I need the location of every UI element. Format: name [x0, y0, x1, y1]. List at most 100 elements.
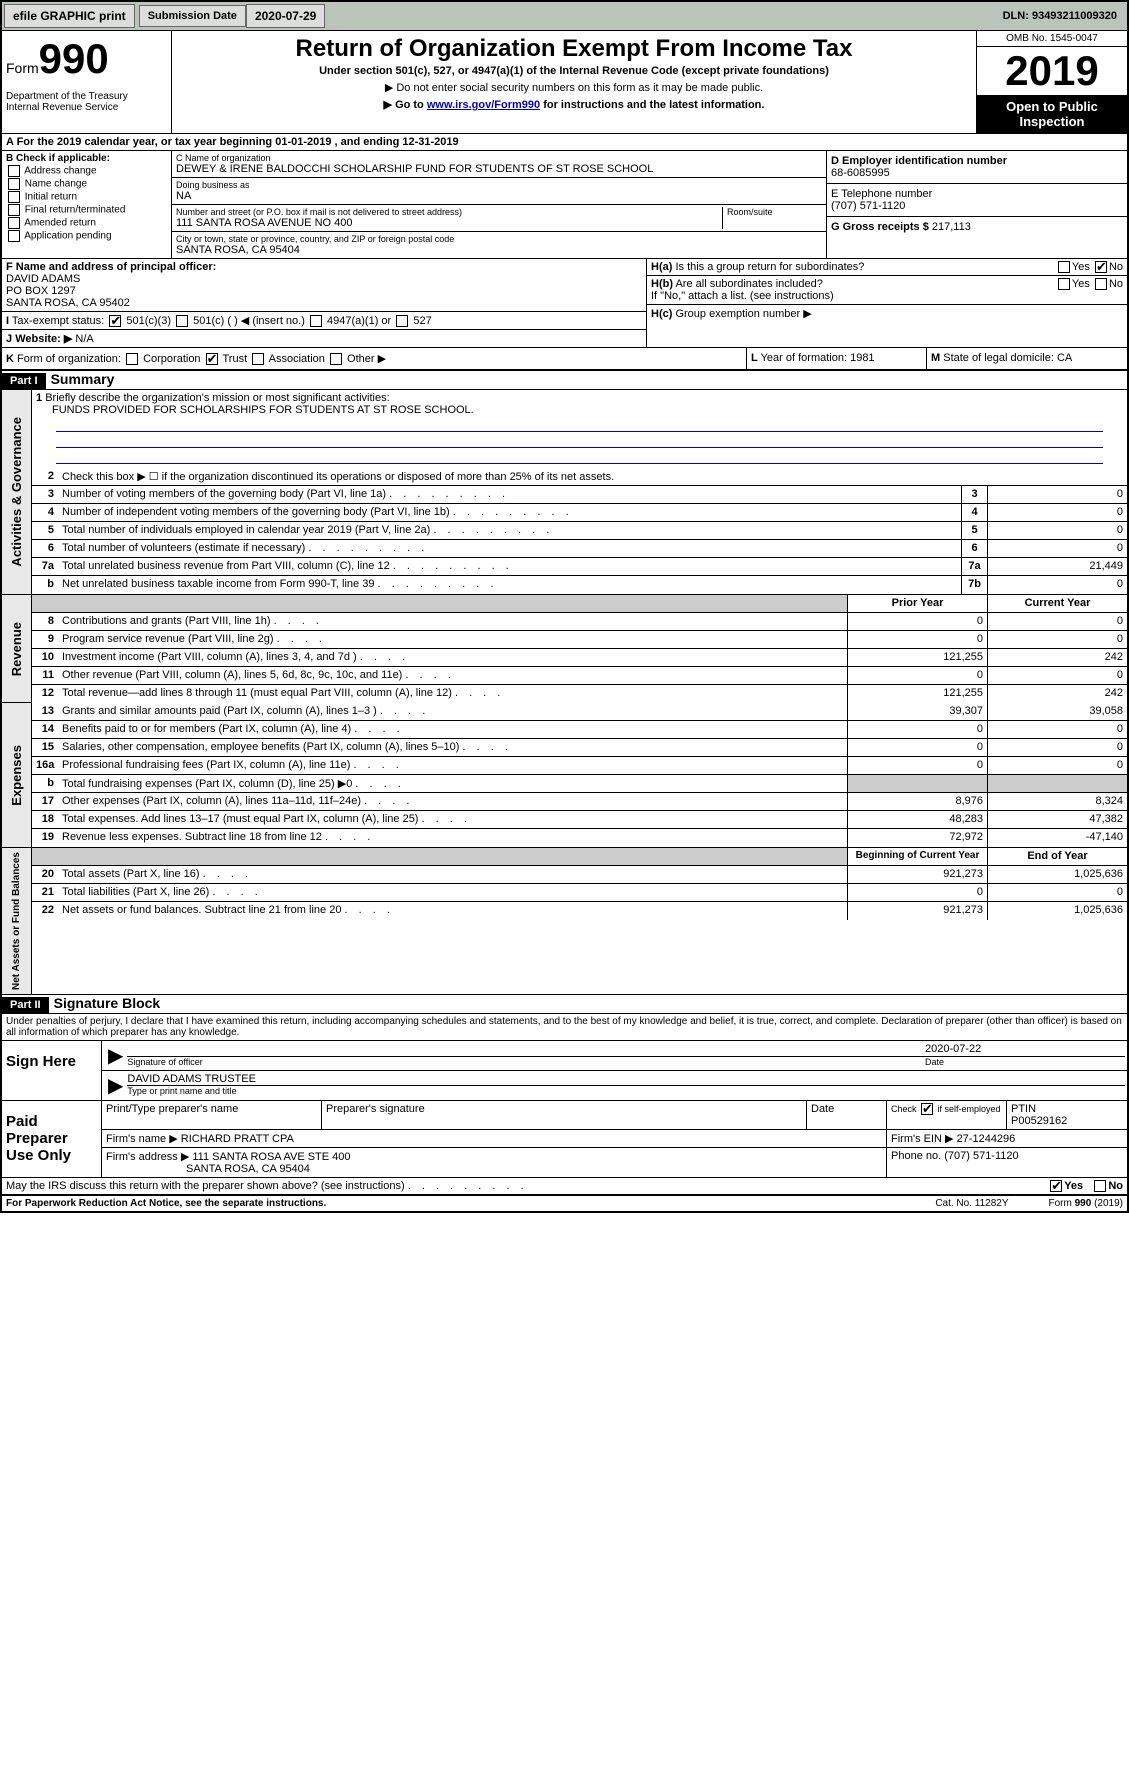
cb-501c3[interactable]: [109, 315, 121, 327]
paperwork-notice: For Paperwork Reduction Act Notice, see …: [6, 1198, 326, 1209]
ptin-label: PTIN: [1011, 1103, 1036, 1115]
cb-other[interactable]: [330, 353, 342, 365]
part1-title: Summary: [49, 369, 117, 389]
part2-header: Part II: [2, 997, 49, 1013]
ein-label: D Employer identification number: [831, 155, 1007, 167]
gross-label: G Gross receipts $: [831, 221, 929, 233]
line-15: 15 Salaries, other compensation, employe…: [32, 739, 1127, 757]
city-value: SANTA ROSA, CA 95404: [176, 244, 822, 256]
line-19: 19 Revenue less expenses. Subtract line …: [32, 829, 1127, 847]
form-footer: Form 990 (2019): [1049, 1198, 1123, 1209]
sign-here-label: Sign Here: [2, 1041, 102, 1100]
box-i: I Tax-exempt status: 501(c)(3) 501(c) ( …: [2, 312, 646, 330]
room-label: Room/suite: [722, 207, 822, 229]
prep-sig-label: Preparer's signature: [322, 1101, 807, 1130]
prep-phone-label: Phone no.: [891, 1150, 941, 1162]
check-self-emp[interactable]: Check if self-employed: [891, 1104, 1001, 1114]
box-hb: H(b) Are all subordinates included? Yes …: [647, 276, 1127, 305]
prior-year-header: Prior Year: [847, 595, 987, 612]
cb-hb-no[interactable]: [1095, 278, 1107, 290]
phone-value: (707) 571-1120: [831, 200, 905, 212]
cb-hb-yes[interactable]: [1058, 278, 1070, 290]
prep-phone: (707) 571-1120: [944, 1150, 1018, 1162]
line-14: 14 Benefits paid to or for members (Part…: [32, 721, 1127, 739]
sig-arrow-icon: ▶: [104, 1043, 127, 1068]
cb-address-change[interactable]: Address change: [6, 165, 167, 177]
open-public-badge: Open to Public Inspection: [977, 95, 1127, 133]
form-subtitle: Under section 501(c), 527, or 4947(a)(1)…: [176, 65, 972, 77]
line2-text: Check this box ▶ ☐ if the organization d…: [58, 468, 1127, 485]
dept-treasury: Department of the Treasury Internal Reve…: [6, 91, 167, 113]
sig-arrow-icon2: ▶: [104, 1073, 127, 1098]
cb-discuss-no[interactable]: [1094, 1180, 1106, 1192]
firm-addr: 111 SANTA ROSA AVE STE 400: [192, 1151, 350, 1163]
ptin-value: P00529162: [1011, 1115, 1067, 1127]
line2-num: 2: [32, 468, 58, 485]
cb-app-pending[interactable]: Application pending: [6, 230, 167, 242]
efile-toolbar: efile GRAPHIC print Submission Date 2020…: [2, 2, 1127, 31]
form-number: Form990: [6, 35, 167, 83]
box-j: J Website: ▶ N/A: [2, 330, 646, 347]
sig-date: 2020-07-22: [925, 1043, 1125, 1057]
line-16a: 16a Professional fundraising fees (Part …: [32, 757, 1127, 775]
line1-text: Briefly describe the organization's miss…: [45, 392, 389, 404]
line-21: 21 Total liabilities (Part X, line 26) .…: [32, 884, 1127, 902]
line-12: 12 Total revenue—add lines 8 through 11 …: [32, 685, 1127, 703]
line-b: b Total fundraising expenses (Part IX, c…: [32, 775, 1127, 793]
tax-year: 2019: [977, 47, 1127, 95]
cb-discuss-yes[interactable]: [1050, 1180, 1062, 1192]
cb-501c[interactable]: [176, 315, 188, 327]
submission-date-label: Submission Date: [139, 5, 246, 27]
firm-city: SANTA ROSA, CA 95404: [106, 1163, 310, 1175]
line-7a: 7a Total unrelated business revenue from…: [32, 558, 1127, 576]
dba-value: NA: [176, 190, 822, 202]
line-3: 3 Number of voting members of the govern…: [32, 486, 1127, 504]
prep-date-label: Date: [807, 1101, 887, 1130]
cb-initial-return[interactable]: Initial return: [6, 191, 167, 203]
cb-ha-yes[interactable]: [1058, 261, 1070, 273]
firm-addr-label: Firm's address ▶: [106, 1151, 189, 1163]
type-name: DAVID ADAMS TRUSTEE: [127, 1073, 1125, 1086]
firm-name: RICHARD PRATT CPA: [181, 1133, 294, 1145]
part1-header: Part I: [2, 373, 46, 389]
addr-value: 111 SANTA ROSA AVENUE NO 400: [176, 217, 722, 229]
cb-assoc[interactable]: [252, 353, 264, 365]
tax-period: A For the 2019 calendar year, or tax yea…: [2, 134, 1127, 151]
box-b-title: B Check if applicable:: [6, 153, 110, 164]
mission-text: FUNDS PROVIDED FOR SCHOLARSHIPS FOR STUD…: [36, 404, 474, 416]
paid-prep-label: Paid Preparer Use Only: [2, 1101, 102, 1177]
line-11: 11 Other revenue (Part VIII, column (A),…: [32, 667, 1127, 685]
rev-label: Revenue: [7, 618, 26, 680]
sig-officer-label: Signature of officer: [127, 1057, 925, 1067]
box-ha: H(a) Is this a group return for subordin…: [647, 259, 1127, 276]
cb-4947[interactable]: [310, 315, 322, 327]
sig-date-label: Date: [925, 1057, 1125, 1067]
part2-title: Signature Block: [52, 993, 163, 1013]
firm-name-label: Firm's name ▶: [106, 1133, 178, 1145]
dba-label: Doing business as: [176, 180, 822, 190]
cat-no: Cat. No. 11282Y: [935, 1198, 1008, 1209]
line-13: 13 Grants and similar amounts paid (Part…: [32, 703, 1127, 721]
irs-link[interactable]: www.irs.gov/Form990: [427, 99, 540, 111]
discuss-row: May the IRS discuss this return with the…: [2, 1178, 1127, 1196]
city-label: City or town, state or province, country…: [176, 234, 822, 244]
box-f: F Name and address of principal officer:…: [2, 259, 646, 312]
cb-527[interactable]: [396, 315, 408, 327]
org-name: DEWEY & IRENE BALDOCCHI SCHOLARSHIP FUND…: [176, 163, 822, 175]
cb-ha-no[interactable]: [1095, 261, 1107, 273]
begin-year-header: Beginning of Current Year: [847, 848, 987, 865]
ein-value: 68-6085995: [831, 167, 890, 179]
cb-trust[interactable]: [206, 353, 218, 365]
efile-print-button[interactable]: efile GRAPHIC print: [4, 4, 135, 28]
line-4: 4 Number of independent voting members o…: [32, 504, 1127, 522]
cb-final-return[interactable]: Final return/terminated: [6, 204, 167, 216]
cb-amended[interactable]: Amended return: [6, 217, 167, 229]
line1-num: 1: [36, 392, 42, 404]
prep-name-label: Print/Type preparer's name: [102, 1101, 322, 1130]
cb-corp[interactable]: [126, 353, 138, 365]
line-17: 17 Other expenses (Part IX, column (A), …: [32, 793, 1127, 811]
line-9: 9 Program service revenue (Part VIII, li…: [32, 631, 1127, 649]
ssn-note: ▶ Do not enter social security numbers o…: [176, 81, 972, 94]
exp-label: Expenses: [7, 741, 26, 810]
cb-name-change[interactable]: Name change: [6, 178, 167, 190]
